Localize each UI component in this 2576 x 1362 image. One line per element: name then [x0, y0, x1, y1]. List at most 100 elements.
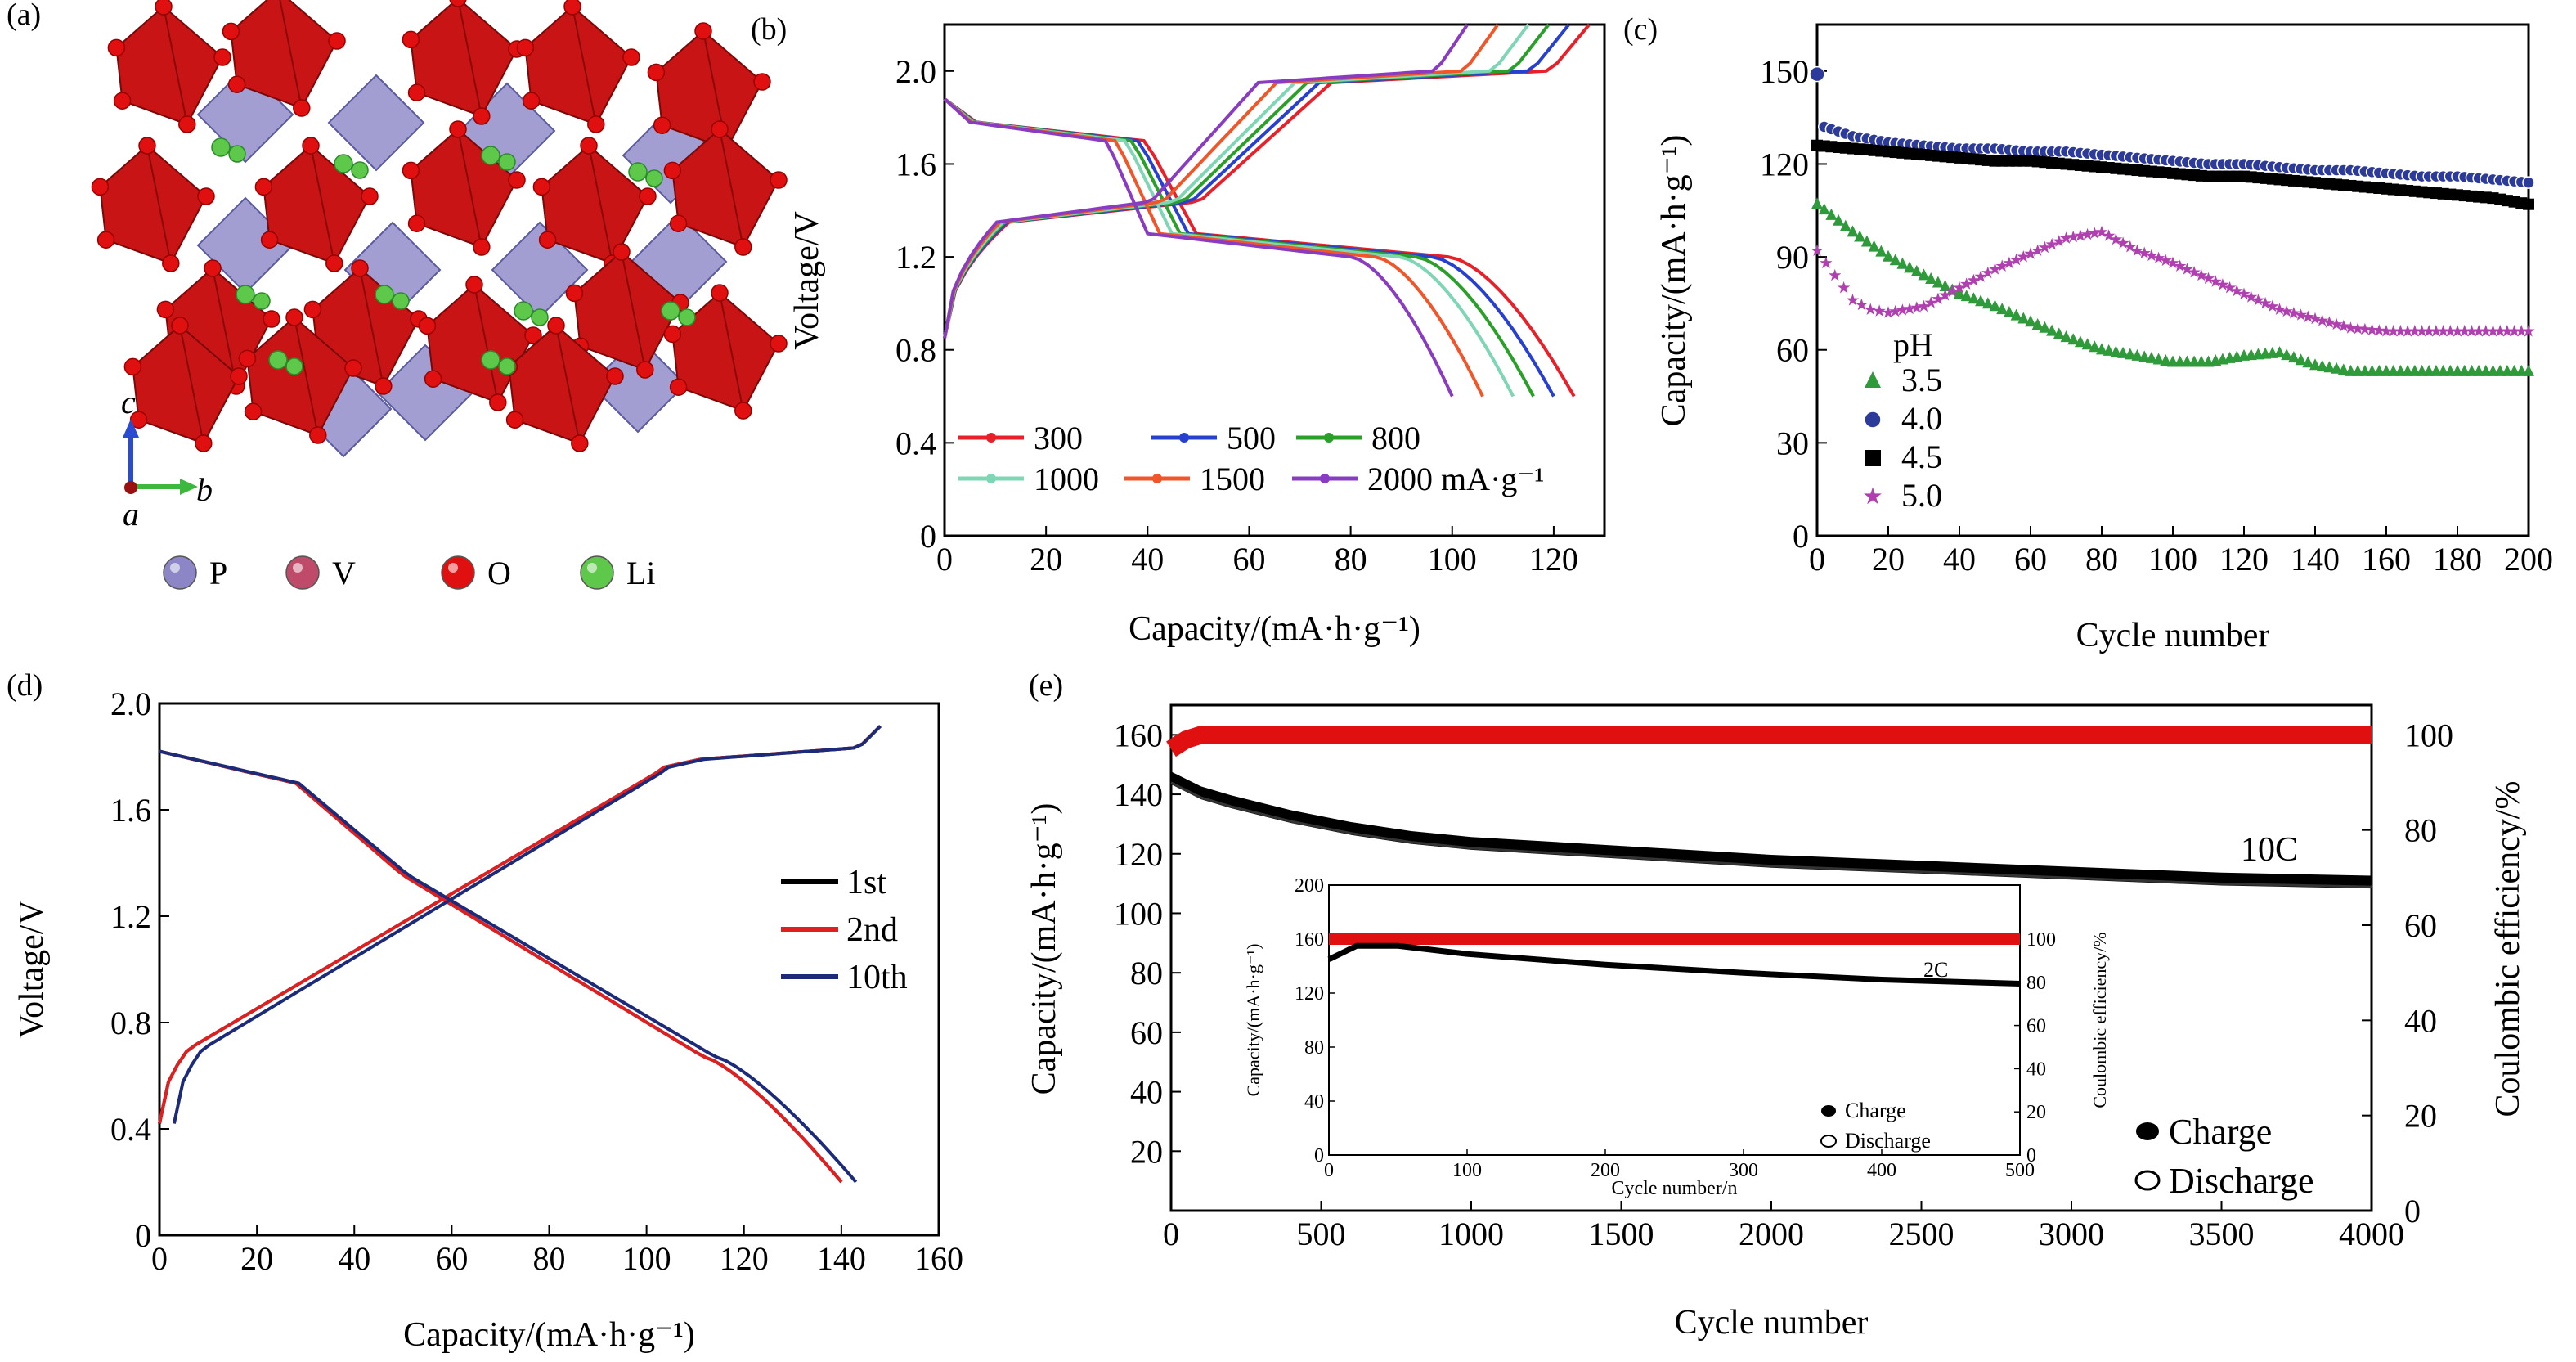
o-atom — [113, 92, 132, 110]
legend-label-o: O — [487, 555, 511, 591]
inset-frame — [1328, 884, 2021, 1156]
li-atom — [498, 153, 516, 171]
charge-line-1st — [158, 725, 882, 1124]
data-point — [2166, 256, 2179, 269]
o-atom — [663, 325, 682, 344]
data-point — [2216, 278, 2229, 290]
o-atom — [309, 426, 327, 444]
data-point — [2301, 310, 2314, 323]
inset-y-tick-label: 0 — [1314, 1145, 1324, 1166]
octahedron-edge — [212, 267, 237, 387]
plot-frame — [158, 702, 940, 1237]
o-atom — [227, 75, 246, 93]
panel-a: (a) c b a P V O Li — [7, 0, 788, 591]
data-point — [2188, 266, 2201, 278]
data-point — [1873, 304, 1886, 317]
legend-marker-charge — [2136, 1122, 2159, 1140]
data-point — [2351, 321, 2364, 335]
o-atom — [770, 335, 788, 353]
data-point — [2401, 324, 2414, 337]
data-point — [2180, 263, 2194, 275]
octahedron-edge — [457, 0, 482, 117]
v-octahedron — [230, 0, 339, 110]
y-tick-label: 0 — [920, 518, 936, 555]
x-tick-label: 20 — [1030, 541, 1062, 578]
y-axis-title: Capacity/(mA·h·g⁻¹) — [1655, 135, 1693, 427]
data-point — [1924, 296, 1937, 308]
data-point — [1967, 273, 1981, 286]
o-atom — [156, 300, 175, 319]
data-point — [2038, 240, 2052, 254]
data-point — [2174, 259, 2187, 272]
data-point — [2223, 281, 2237, 294]
data-point — [1820, 256, 1833, 269]
o-atom — [263, 310, 280, 328]
data-point — [1829, 268, 1842, 281]
li-atom — [481, 350, 500, 370]
inset-y-tick-label: 160 — [1295, 929, 1324, 951]
discharge-line-10th — [159, 749, 858, 1184]
o-atom — [178, 115, 196, 133]
data-point — [1865, 450, 1881, 466]
inset-rate-annotation: 2C — [1923, 958, 1948, 982]
y-tick-label: 40 — [1130, 1074, 1163, 1111]
data-point — [2408, 324, 2421, 337]
li-atom — [228, 145, 246, 163]
o-atom — [449, 120, 467, 138]
data-point — [2074, 229, 2087, 241]
x-axis-title: Cycle number — [1675, 1304, 1869, 1342]
data-point — [2280, 304, 2293, 317]
x-tick-label: 40 — [1131, 541, 1164, 578]
y2-tick-label: 40 — [2404, 1002, 2437, 1039]
data-point — [2088, 227, 2101, 239]
data-point — [2287, 307, 2300, 319]
series-ph-4.5 — [1811, 139, 2534, 210]
data-point — [2138, 246, 2151, 259]
data-point — [2515, 324, 2528, 337]
o-atom — [508, 171, 526, 189]
legend-label-1000: 1000 — [1034, 461, 1099, 497]
data-point — [1846, 294, 1860, 306]
li-atom — [236, 285, 255, 304]
data-point — [2130, 244, 2144, 256]
data-point — [2024, 247, 2037, 259]
data-point — [2472, 324, 2485, 337]
x-tick-label: 4000 — [2339, 1216, 2404, 1252]
y-tick-label: 2.0 — [110, 685, 151, 722]
y2-tick-label: 100 — [2404, 717, 2453, 753]
o-atom — [449, 0, 467, 7]
crystal-structure — [91, 0, 788, 458]
data-point — [1988, 263, 2002, 275]
octahedron-edge — [719, 128, 744, 248]
data-point — [2195, 268, 2208, 281]
v-octahedron — [655, 29, 764, 151]
o-atom — [138, 137, 156, 155]
y-tick-label: 100 — [1114, 895, 1163, 932]
data-point — [2337, 363, 2349, 375]
inset-chart: 0 100 200 300 400 500040801201602000204060801… — [1243, 875, 2110, 1199]
data-point — [2295, 353, 2307, 366]
data-point — [1865, 371, 1881, 388]
data-point — [1809, 65, 1825, 83]
y2-tick-label: 0 — [2404, 1193, 2421, 1229]
data-point — [2245, 290, 2258, 303]
element-legend: P V O Li — [163, 555, 656, 591]
v-octahedron — [115, 5, 224, 126]
legend-label-ph-4.0: 4.0 — [1901, 400, 1942, 437]
y-tick-label: 0 — [135, 1217, 151, 1254]
data-point — [2010, 308, 2022, 321]
charge-line-10th — [172, 725, 882, 1124]
data-point — [2160, 353, 2172, 366]
data-point — [2089, 340, 2101, 353]
octahedron-edge — [359, 267, 384, 387]
li-atom — [253, 292, 271, 310]
legend-swatch-highlight — [293, 563, 303, 573]
series-ph-3.5 — [1811, 197, 2534, 376]
legend-title: pH — [1893, 326, 1933, 363]
x-axis-title: Cycle number — [2076, 617, 2270, 654]
data-point — [2415, 324, 2429, 337]
data-point — [2331, 362, 2343, 374]
o-atom — [195, 434, 213, 452]
data-point — [2266, 299, 2279, 312]
data-point — [2465, 324, 2479, 337]
